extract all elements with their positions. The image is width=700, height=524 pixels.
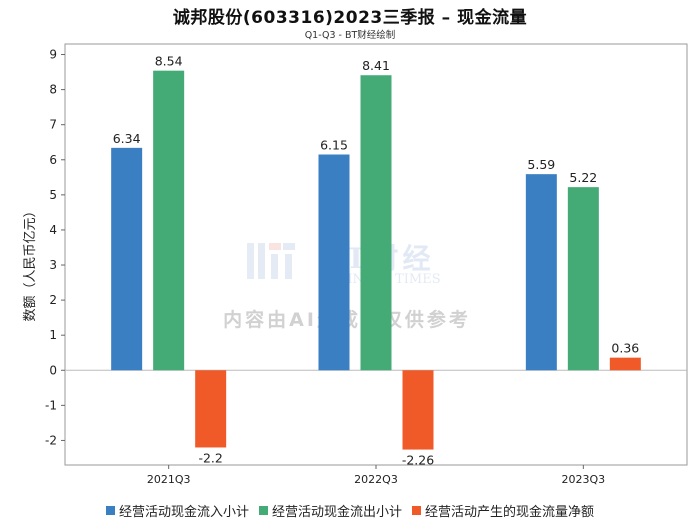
chart-subtitle: Q1-Q3 - BT财经绘制: [304, 30, 396, 41]
bar: [609, 357, 641, 371]
chart-title: 诚邦股份(603316)2023三季报 – 现金流量: [172, 8, 528, 28]
legend-item: 经营活动现金流出小计: [258, 501, 402, 520]
bar-value-label: -2.26: [402, 453, 434, 468]
legend-swatch: [258, 505, 268, 515]
legend-item: 经营活动现金流入小计: [105, 501, 249, 520]
bar: [153, 70, 185, 371]
y-tick-label: 4: [49, 223, 57, 237]
y-tick-label: -2: [45, 433, 57, 447]
y-tick-label: 0: [49, 363, 57, 377]
y-tick-label: 2: [49, 293, 57, 307]
legend-label: 经营活动现金流入小计: [118, 504, 249, 520]
bar: [360, 75, 392, 371]
bar-value-label: 6.15: [320, 138, 348, 153]
x-tick-label: 2022Q3: [354, 473, 398, 486]
bar-value-label: 0.36: [611, 341, 639, 356]
bar: [402, 370, 434, 450]
legend: 经营活动现金流入小计 经营活动现金流出小计 经营活动产生的现金流量净额: [0, 500, 700, 520]
bar: [525, 174, 557, 371]
legend-label: 经营活动现金流出小计: [271, 504, 402, 520]
x-axis: 2021Q3 2022Q3 2023Q3: [147, 465, 605, 486]
y-tick-label: 8: [49, 83, 57, 97]
bar: [111, 147, 143, 371]
bar: [567, 187, 599, 371]
watermark-logo-icon: [247, 243, 295, 279]
x-tick-label: 2023Q3: [562, 473, 606, 486]
y-tick-label: 5: [49, 188, 57, 202]
y-tick-label: -1: [45, 398, 57, 412]
legend-swatch: [105, 505, 115, 515]
y-tick-label: 1: [49, 328, 57, 342]
legend-swatch: [412, 505, 421, 515]
y-tick-label: 7: [49, 118, 57, 132]
bar-value-label: 5.59: [527, 157, 555, 172]
x-tick-label: 2021Q3: [147, 473, 191, 486]
bar-value-label: 8.41: [362, 58, 390, 73]
y-axis: -2 -1 0 1 2 3 4 5 6 7 8 9: [45, 48, 65, 447]
bar: [195, 370, 227, 448]
bars: 6.34 8.54 -2.2 6.15 8.41 -2.26 5.59 5.22 0.36: [111, 54, 641, 468]
bar-value-label: 8.54: [155, 54, 183, 69]
bar-value-label: -2.2: [198, 450, 222, 465]
y-tick-label: 9: [49, 48, 57, 62]
legend-item: 经营活动产生的现金流量净额: [412, 501, 594, 520]
y-tick-label: 3: [49, 258, 57, 272]
y-tick-label: 6: [49, 153, 57, 167]
bar: [318, 154, 350, 371]
bar-value-label: 5.22: [569, 170, 597, 185]
y-axis-label: 数额（人民币亿元）: [23, 204, 38, 321]
legend-label: 经营活动产生的现金流量净额: [425, 504, 595, 520]
bar-value-label: 6.34: [113, 131, 141, 146]
